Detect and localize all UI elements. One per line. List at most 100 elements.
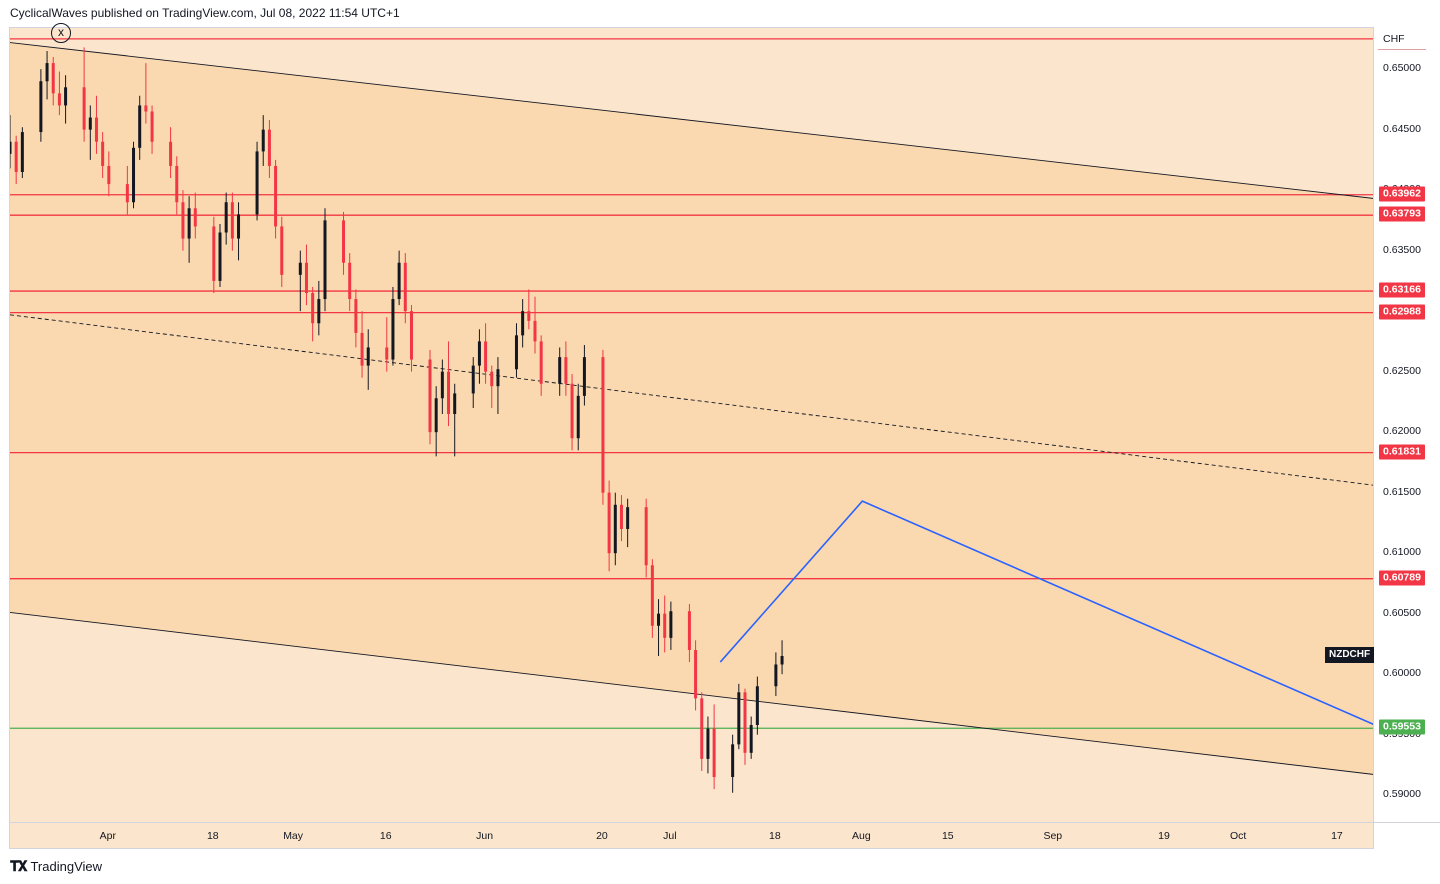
candle-body — [323, 220, 327, 300]
candle-body — [409, 311, 413, 360]
candle-body — [471, 365, 475, 394]
candle-body — [274, 165, 278, 227]
x-tick-label: 20 — [596, 830, 608, 842]
y-tick-label: 0.63500 — [1383, 243, 1421, 256]
channel-fill — [10, 42, 1373, 775]
close-icon[interactable]: x — [51, 23, 71, 43]
candle-body — [10, 141, 12, 154]
candle-body — [88, 117, 92, 130]
candle-body — [644, 507, 648, 566]
candle-body — [694, 649, 698, 699]
candle-body — [700, 698, 704, 759]
candle-body — [514, 335, 518, 370]
x-tick-label: May — [283, 830, 304, 842]
candle-body — [181, 202, 185, 239]
candle-body — [144, 105, 148, 112]
candle-body — [169, 141, 173, 166]
candle-body — [57, 93, 61, 106]
candle-body — [261, 129, 265, 152]
brand-name: TradingView — [30, 859, 103, 874]
candle-body — [237, 214, 241, 239]
candle-body — [125, 184, 129, 203]
candle-body — [558, 357, 562, 384]
candle-body — [601, 357, 605, 493]
candle-body — [224, 202, 228, 233]
candle-body — [582, 357, 586, 396]
candle-body — [280, 226, 284, 275]
candle-body — [607, 492, 611, 554]
candle-body — [354, 299, 358, 333]
candle-body — [391, 299, 395, 360]
candle-body — [570, 383, 574, 439]
candle-body — [397, 262, 401, 300]
candle-body — [521, 311, 525, 336]
candle-body — [533, 320, 537, 342]
candle-body — [342, 220, 346, 263]
y-tick-label: 0.59000 — [1383, 788, 1421, 801]
tradingview-logo-icon: 𝐓𝐗 — [10, 858, 27, 874]
currency-underline — [1378, 49, 1426, 50]
candle-body — [440, 371, 444, 399]
candle-body — [484, 341, 488, 372]
candle-body — [150, 111, 154, 142]
candle-body — [613, 504, 617, 554]
candle-body — [212, 226, 216, 281]
candle-body — [780, 656, 784, 665]
x-tick-label: Jul — [663, 830, 677, 842]
trendline-channel-top — [10, 42, 1373, 199]
candle-body — [298, 262, 302, 275]
candle-body — [657, 613, 661, 626]
candle-body — [101, 141, 105, 166]
candle-body — [428, 359, 432, 433]
x-tick-label: Aug — [852, 830, 871, 842]
trendline-channel-mid — [10, 314, 1373, 486]
candle-body — [687, 611, 691, 650]
candle-body — [187, 208, 191, 239]
axis-corner — [1374, 822, 1440, 850]
candle-body — [576, 395, 580, 439]
x-tick-label: 18 — [769, 830, 781, 842]
time-axis[interactable] — [9, 822, 1374, 850]
candle-body — [385, 347, 389, 360]
x-tick-label: 16 — [379, 830, 392, 842]
y-tick-label: 0.65000 — [1383, 62, 1421, 75]
x-tick-label: 15 — [941, 830, 954, 842]
price-level-badge: 0.63793 — [1379, 206, 1425, 222]
price-level-badge: 0.63962 — [1379, 186, 1425, 202]
y-tick-label: 0.60500 — [1383, 606, 1421, 619]
price-level-badge: 0.63166 — [1379, 282, 1425, 298]
candle-body — [230, 202, 234, 239]
candle-body — [749, 724, 753, 753]
candle-body — [51, 63, 55, 94]
candle-body — [175, 165, 179, 203]
publisher-caption: CyclicalWaves published on TradingView.c… — [10, 6, 400, 20]
candle-body — [737, 692, 741, 745]
projection-path — [719, 500, 1373, 725]
candle-body — [564, 357, 568, 384]
candle-body — [45, 63, 49, 82]
candle-body — [712, 728, 716, 778]
candle-body — [311, 293, 315, 324]
x-tick-label: 17 — [1331, 830, 1343, 842]
candle-body — [626, 507, 630, 529]
price-level-badge: 0.62988 — [1379, 304, 1425, 320]
candle-body — [138, 105, 142, 148]
candle-body — [107, 165, 111, 185]
candle-body — [218, 232, 222, 281]
x-tick-label: Oct — [1229, 830, 1247, 842]
candle-body — [706, 728, 710, 759]
y-tick-label: 0.61500 — [1383, 485, 1421, 498]
x-tick-label: 19 — [1158, 830, 1170, 842]
price-level-badge: 0.59553 — [1379, 719, 1425, 735]
candle-body — [20, 132, 24, 172]
candle-body — [267, 129, 271, 166]
candle-body — [663, 613, 667, 638]
footer-logo[interactable]: 𝐓𝐗 TradingView — [10, 858, 102, 875]
chart-plot[interactable] — [10, 28, 1374, 849]
candle-body — [82, 87, 86, 130]
currency-label: CHF — [1383, 33, 1405, 45]
y-tick-label: 0.60000 — [1383, 667, 1421, 680]
candle-body — [348, 262, 352, 300]
candle-body — [755, 686, 759, 725]
chart-pane[interactable] — [9, 27, 1374, 849]
